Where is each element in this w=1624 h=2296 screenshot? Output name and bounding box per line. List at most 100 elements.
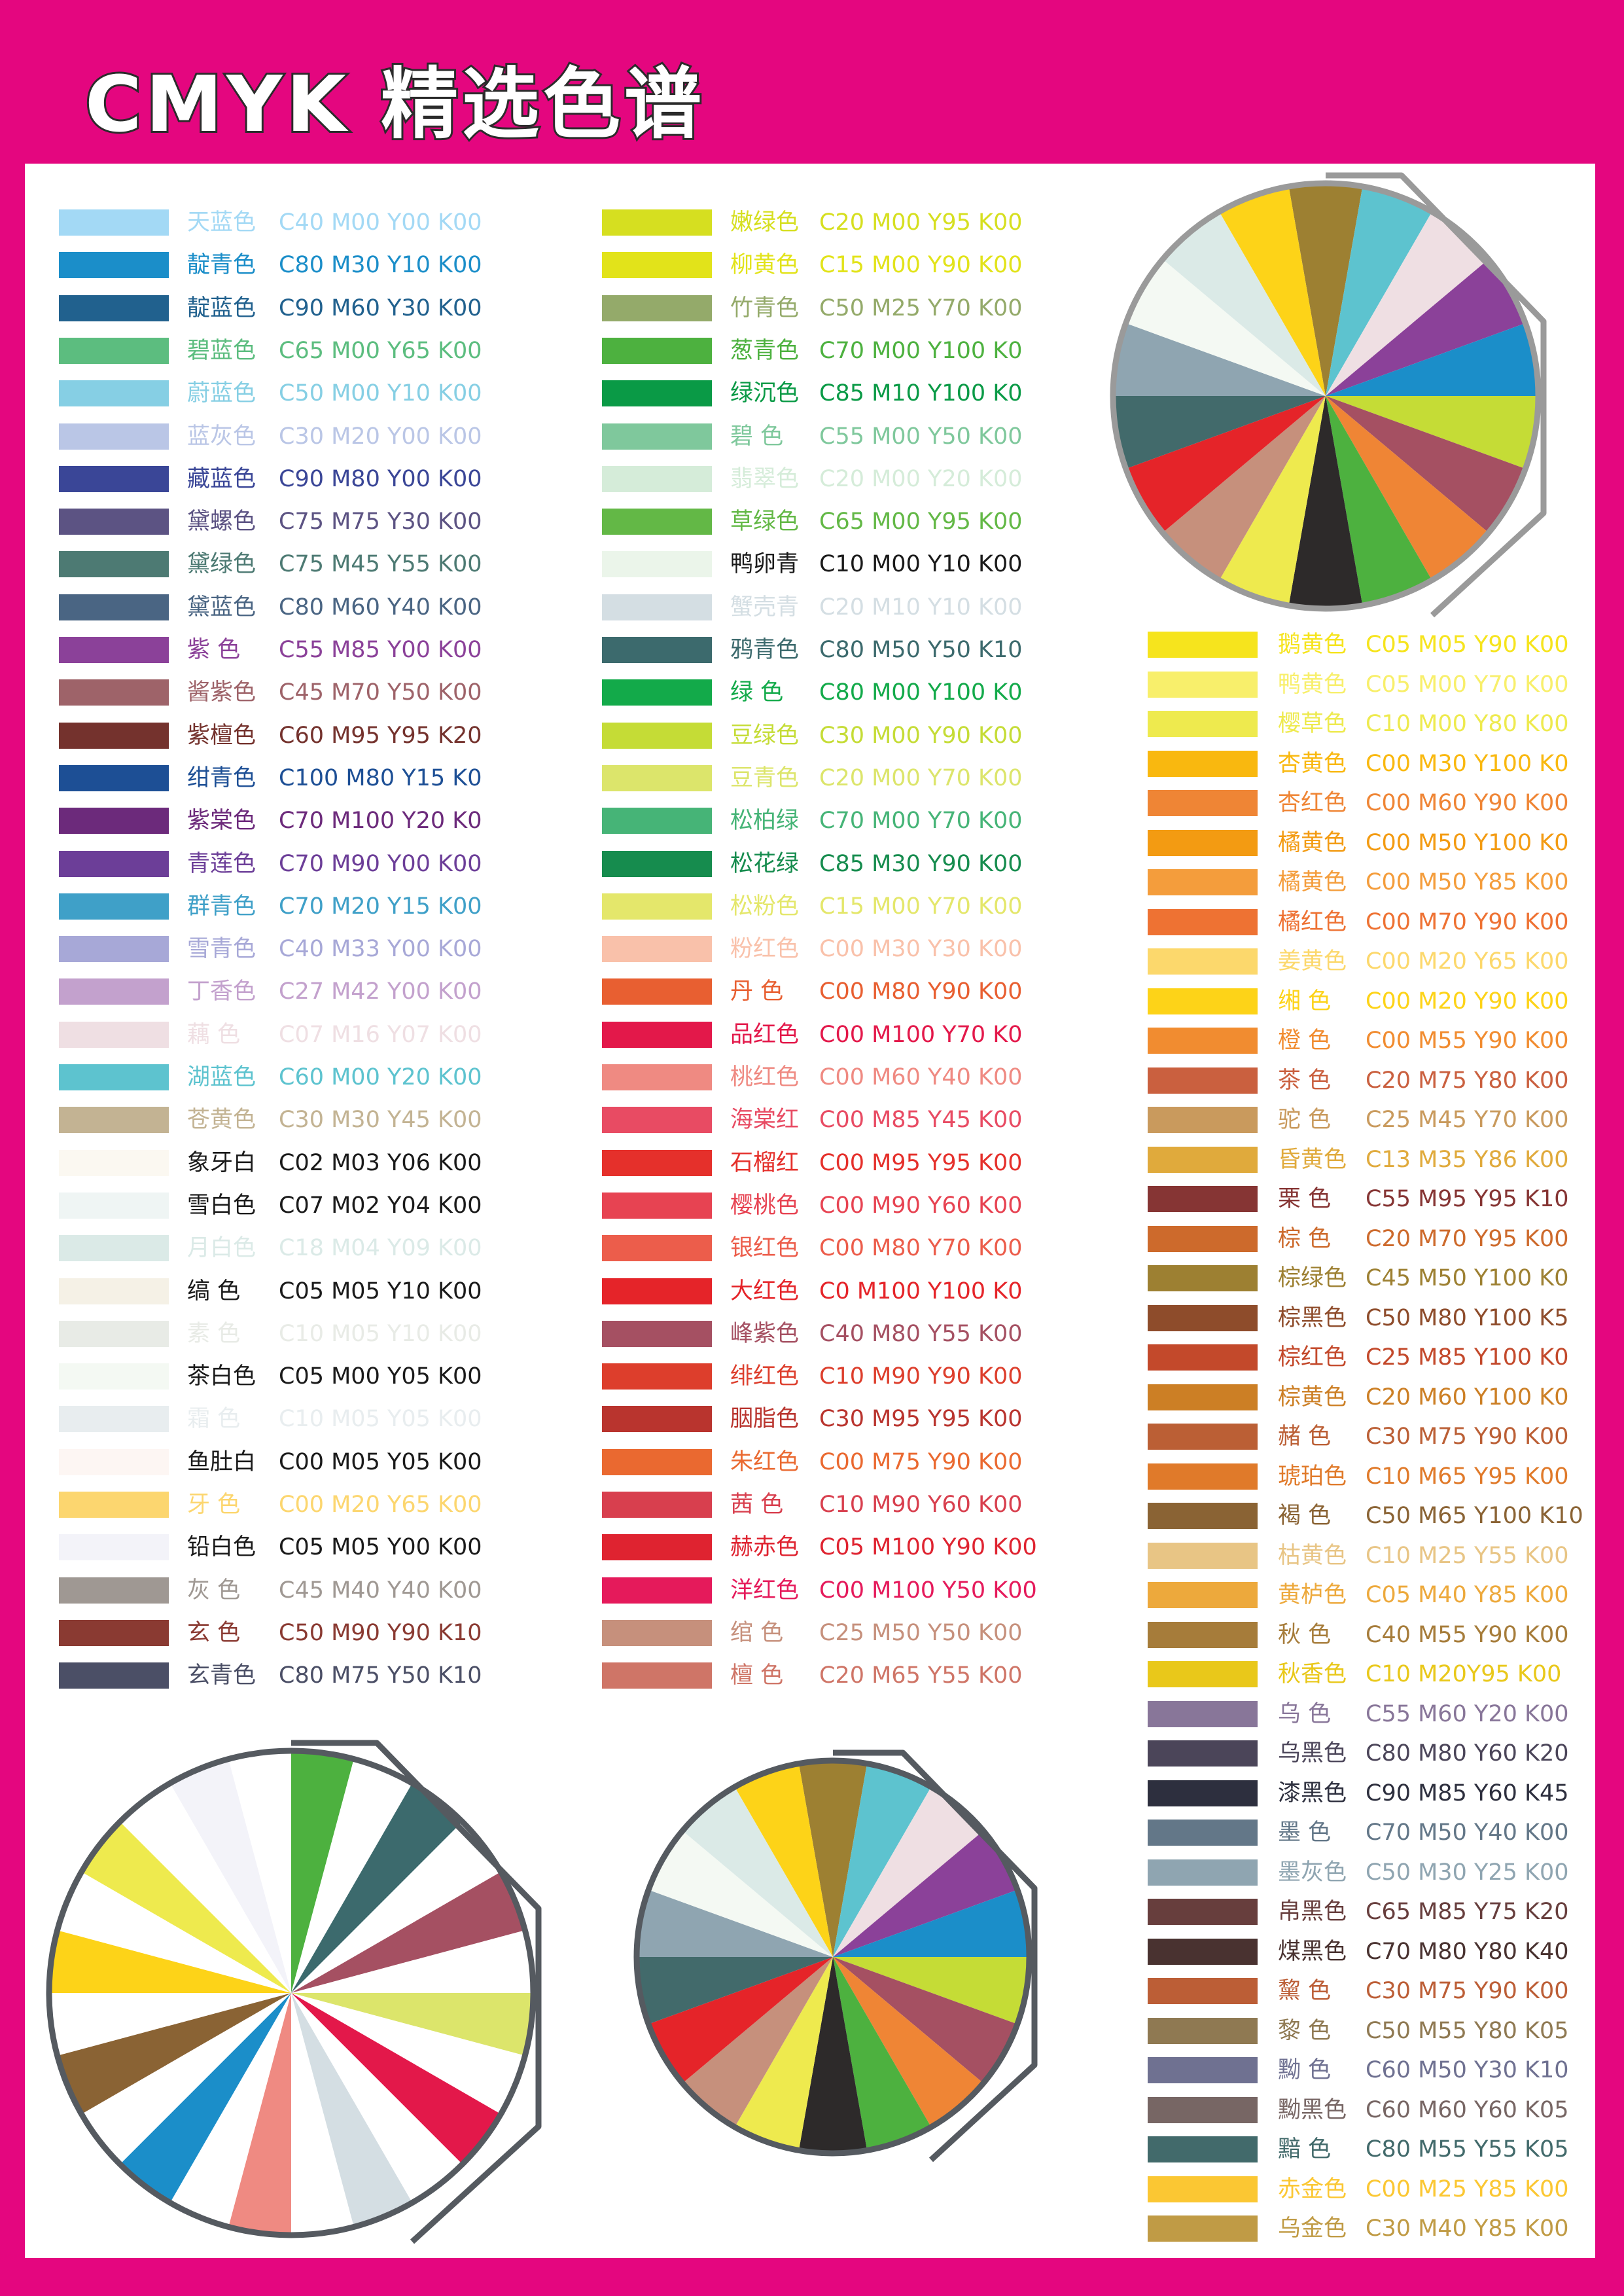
- color-swatch: [59, 423, 169, 450]
- color-swatch: [1148, 1503, 1258, 1529]
- color-name: 鱼肚白: [187, 1448, 256, 1475]
- color-name: 海棠红: [730, 1107, 800, 1134]
- color-swatch: [59, 1192, 169, 1219]
- wheel-segment: [833, 1957, 931, 2151]
- color-name: 群青色: [187, 893, 256, 920]
- cmyk-code: C20 M00 Y70 K00: [819, 764, 1023, 791]
- color-swatch: [59, 893, 169, 920]
- cmyk-code: C75 M75 Y30 K00: [279, 509, 482, 535]
- color-name: 杏红色: [1278, 790, 1347, 816]
- cmyk-code: C65 M00 Y65 K00: [279, 337, 482, 364]
- wheel-segment: [291, 1993, 533, 2056]
- color-swatch: [1148, 671, 1258, 698]
- wheel-bracket-line: [1326, 172, 1547, 618]
- color-swatch: [1148, 1661, 1258, 1687]
- color-name: 黧 色: [1278, 1978, 1332, 2004]
- color-name: 蔚蓝色: [187, 380, 256, 407]
- cmyk-code: C85 M10 Y100 K0: [819, 380, 1023, 407]
- color-swatch: [59, 1149, 169, 1176]
- color-swatch: [59, 1107, 169, 1134]
- wheel-segment: [48, 1993, 291, 2056]
- color-name: 栗 色: [1278, 1186, 1332, 1212]
- wheel-segment: [1219, 186, 1326, 396]
- color-swatch: [602, 1107, 712, 1134]
- cmyk-code: C00 M60 Y40 K00: [819, 1064, 1023, 1090]
- color-swatch: [59, 1363, 169, 1390]
- color-swatch: [1148, 1938, 1258, 1965]
- color-swatch: [59, 380, 169, 407]
- wheel-segment: [1125, 259, 1326, 396]
- cmyk-code: C05 M05 Y00 K00: [279, 1534, 482, 1561]
- cmyk-code: C50 M25 Y70 K00: [819, 295, 1023, 321]
- color-name: 翡翠色: [730, 465, 800, 492]
- cmyk-code: C70 M00 Y100 K0: [819, 337, 1023, 364]
- color-swatch: [59, 465, 169, 492]
- wheel-outline: [1110, 180, 1542, 612]
- cmyk-code: C00 M50 Y100 K0: [1366, 829, 1569, 856]
- cmyk-code: C85 M30 Y90 K00: [819, 850, 1023, 877]
- color-swatch: [1148, 948, 1258, 975]
- color-name: 墨 色: [1278, 1820, 1332, 1846]
- color-name: 草绿色: [730, 509, 800, 535]
- color-name: 琥珀色: [1278, 1463, 1347, 1490]
- cmyk-code: C20 M00 Y95 K00: [819, 209, 1023, 236]
- wheel-segment: [291, 1751, 354, 1993]
- color-name: 丹 色: [730, 978, 784, 1005]
- wheel-segment: [1326, 396, 1526, 533]
- color-swatch: [602, 423, 712, 450]
- color-swatch: [1148, 1899, 1258, 1925]
- color-swatch: [1148, 632, 1258, 658]
- cmyk-code: C30 M75 Y90 K00: [1366, 1978, 1569, 2004]
- cmyk-code: C90 M85 Y60 K45: [1366, 1780, 1569, 1806]
- color-swatch: [602, 295, 712, 321]
- cmyk-code: C10 M00 Y80 K00: [1366, 711, 1569, 737]
- color-name: 雪白色: [187, 1192, 256, 1219]
- color-swatch: [1148, 790, 1258, 816]
- cmyk-code: C00 M50 Y85 K00: [1366, 869, 1569, 895]
- cmyk-code: C55 M85 Y00 K00: [279, 637, 482, 663]
- wheel-segment: [291, 1993, 412, 2227]
- color-name: 石榴红: [730, 1149, 800, 1176]
- wheel-segment: [1326, 259, 1526, 396]
- cmyk-code: C00 M05 Y05 K00: [279, 1448, 482, 1475]
- color-name: 碧蓝色: [187, 337, 256, 364]
- color-name: 竹青色: [730, 295, 800, 321]
- color-swatch: [602, 1619, 712, 1646]
- color-name: 秋 色: [1278, 1621, 1332, 1648]
- wheel-segment: [1326, 323, 1538, 396]
- color-swatch: [59, 936, 169, 963]
- color-swatch: [602, 893, 712, 920]
- color-swatch: [602, 594, 712, 620]
- wheel-segment: [291, 1993, 501, 2164]
- wheel-segment: [833, 1787, 983, 1957]
- color-name: 鸭卵青: [730, 551, 800, 578]
- wheel-segment: [48, 1930, 291, 1993]
- color-name: 靛蓝色: [187, 295, 256, 321]
- color-swatch: [602, 808, 712, 834]
- cmyk-code: C80 M00 Y100 K0: [819, 679, 1023, 706]
- color-swatch: [602, 1534, 712, 1561]
- color-name: 棕绿色: [1278, 1265, 1347, 1291]
- color-name: 柳黄色: [730, 252, 800, 279]
- color-swatch: [1148, 1186, 1258, 1212]
- cmyk-code: C80 M30 Y10 K00: [279, 252, 482, 279]
- color-name: 紫 色: [187, 637, 241, 663]
- color-swatch: [602, 679, 712, 706]
- cmyk-code: C10 M00 Y10 K00: [819, 551, 1023, 578]
- cmyk-code: C40 M55 Y90 K00: [1366, 1621, 1569, 1648]
- color-name: 姜黄色: [1278, 948, 1347, 975]
- cmyk-code: C65 M00 Y95 K00: [819, 509, 1023, 535]
- wheel-segment: [120, 1993, 291, 2203]
- wheel-segment: [291, 1821, 501, 1993]
- wheel-segment: [1326, 396, 1432, 606]
- color-wheel-bottom-left: [46, 1740, 542, 2244]
- color-swatch: [59, 594, 169, 620]
- cmyk-code: C90 M60 Y30 K00: [279, 295, 482, 321]
- color-swatch: [602, 1448, 712, 1475]
- color-name: 玄 色: [187, 1619, 241, 1646]
- cmyk-code: C80 M75 Y50 K10: [279, 1662, 482, 1689]
- color-name: 绾 色: [730, 1619, 784, 1646]
- color-name: 乌 色: [1278, 1700, 1332, 1727]
- cmyk-code: C10 M25 Y55 K00: [1366, 1542, 1569, 1569]
- cmyk-code: C50 M80 Y100 K5: [1366, 1304, 1569, 1331]
